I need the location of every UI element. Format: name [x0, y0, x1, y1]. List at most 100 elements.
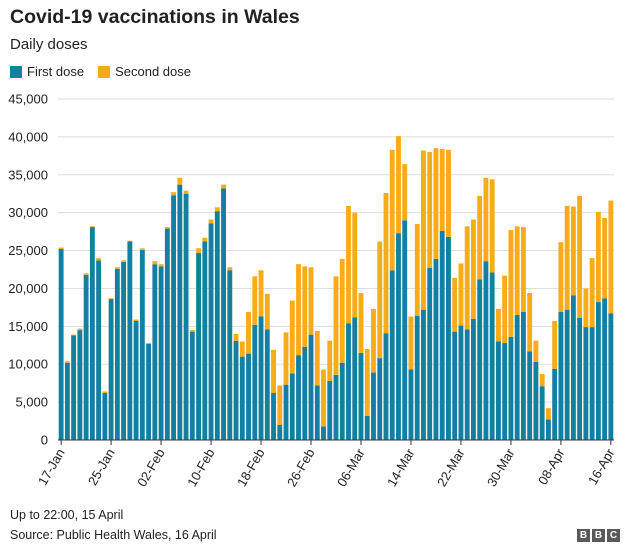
bar-second-dose — [464, 226, 470, 330]
bar-first-dose — [439, 230, 445, 440]
bar-second-dose — [414, 224, 420, 316]
bar-second-dose — [589, 258, 595, 328]
bar-first-dose — [371, 372, 376, 440]
bar-first-dose — [264, 329, 270, 440]
bar-second-dose — [146, 343, 152, 344]
bar-first-dose — [533, 361, 539, 440]
bar-first-dose — [589, 327, 595, 440]
bar-second-dose — [302, 266, 308, 347]
bar-first-dose — [252, 324, 258, 440]
bar-first-dose — [308, 334, 314, 440]
bar-second-dose — [289, 300, 295, 374]
bar-second-dose — [564, 205, 570, 310]
bar-second-dose — [202, 237, 208, 242]
y-tick-label: 45,000 — [8, 92, 48, 107]
bar-second-dose — [177, 177, 183, 185]
bar-second-dose — [458, 263, 464, 326]
bar-second-dose — [602, 217, 608, 299]
bar-first-dose — [83, 274, 89, 440]
y-tick-label: 10,000 — [8, 357, 48, 372]
bar-first-dose — [358, 352, 364, 440]
bar-first-dose — [520, 311, 526, 440]
bar-second-dose — [545, 408, 551, 420]
bar-first-dose — [602, 298, 608, 440]
x-tick-label: 26-Feb — [284, 446, 318, 489]
x-tick-label: 17-Jan — [35, 446, 68, 488]
bar-first-dose — [464, 329, 470, 440]
bar-second-dose — [258, 270, 264, 317]
bar-first-dose — [477, 279, 483, 440]
bar-first-dose — [96, 260, 102, 440]
bar-first-dose — [396, 233, 401, 440]
bar-first-dose — [408, 369, 414, 440]
x-tick-label: 22-Mar — [434, 445, 468, 489]
bar-second-dose — [577, 195, 583, 318]
bar-second-dose — [102, 391, 108, 394]
bar-second-dose — [233, 333, 239, 341]
bar-first-dose — [458, 325, 464, 440]
bar-second-dose — [364, 349, 370, 416]
bar-second-dose — [427, 152, 433, 268]
bar-second-dose — [227, 267, 233, 271]
footnote: Up to 22:00, 15 April — [10, 508, 124, 522]
bar-first-dose — [383, 333, 389, 440]
bar-first-dose — [427, 267, 433, 440]
bar-first-dose — [283, 384, 289, 440]
bar-first-dose — [171, 195, 177, 440]
bar-second-dose — [352, 212, 358, 318]
bar-first-dose — [389, 270, 395, 440]
bar-first-dose — [102, 393, 108, 440]
bar-first-dose — [446, 236, 451, 440]
bar-first-dose — [508, 336, 514, 440]
bar-first-dose — [158, 266, 164, 440]
bar-second-dose — [71, 334, 77, 336]
bar-first-dose — [527, 351, 533, 440]
bar-first-dose — [139, 249, 145, 440]
bar-second-dose — [283, 332, 289, 385]
bar-second-dose — [408, 316, 414, 370]
bar-first-dose — [214, 211, 220, 440]
bbc-logo: B B C — [575, 529, 620, 542]
bar-second-dose — [389, 149, 395, 271]
x-axis: 17-Jan 25-Jan 02-Feb 10-Feb 18-Feb 26-Feb 06-M… — [35, 439, 618, 489]
bar-second-dose — [308, 267, 314, 335]
bar-first-dose — [196, 252, 201, 440]
bar-second-dose — [402, 164, 408, 221]
bar-first-dose — [558, 311, 564, 440]
bar-first-dose — [595, 302, 601, 440]
bar-first-dose — [433, 258, 439, 440]
bar-first-dose — [302, 346, 308, 440]
bar-second-dose — [264, 293, 270, 330]
bar-second-dose — [208, 219, 214, 224]
bar-second-dose — [477, 195, 483, 280]
bar-first-dose — [339, 362, 345, 440]
second-dose-swatch — [98, 65, 111, 78]
stacked-bar-chart: 0 5,000 10,000 15,000 20,000 25,000 30,000 35,0… — [8, 92, 618, 490]
y-tick-label: 5,000 — [15, 395, 48, 410]
bar-second-dose — [533, 340, 539, 362]
bar-first-dose — [146, 343, 152, 440]
y-tick-label: 25,000 — [8, 243, 48, 258]
x-tick-label: 02-Feb — [134, 446, 168, 489]
bar-second-dose — [96, 258, 102, 261]
bar-second-dose — [152, 261, 158, 265]
bar-first-dose — [471, 318, 476, 440]
bar-first-dose — [133, 321, 139, 440]
bar-second-dose — [196, 248, 201, 253]
bar-first-dose — [221, 188, 226, 440]
legend-label-first-dose: First dose — [27, 64, 85, 79]
bar-first-dose — [208, 223, 214, 440]
bar-first-dose — [414, 315, 420, 440]
bar-second-dose — [558, 242, 564, 312]
bar-first-dose — [608, 313, 614, 440]
y-tick-label: 15,000 — [8, 319, 48, 334]
bar-first-dose — [164, 228, 170, 440]
x-tick-label: 30-Mar — [484, 445, 518, 489]
bar-second-dose — [514, 226, 520, 315]
bar-first-dose — [377, 358, 383, 440]
bar-first-dose — [189, 331, 195, 440]
bar-second-dose — [495, 308, 501, 342]
bar-second-dose — [433, 148, 439, 259]
x-tick-label: 08-Apr — [535, 445, 568, 487]
bar-second-dose — [371, 308, 376, 373]
